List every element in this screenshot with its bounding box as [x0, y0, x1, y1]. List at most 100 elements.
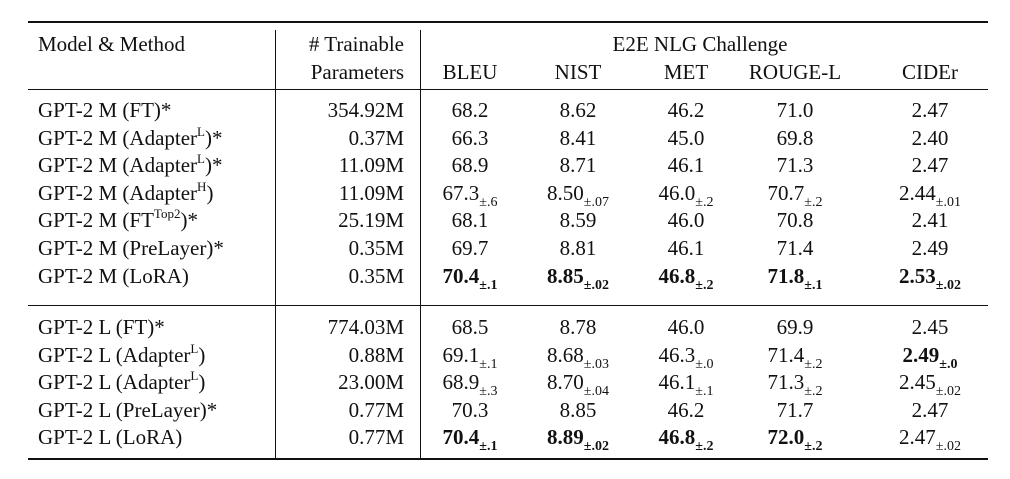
model-tail: )*	[205, 153, 223, 178]
metric-cell: 8.50±.07	[547, 181, 609, 210]
metric-std: ±.2	[695, 277, 714, 293]
metric-cell: 70.4±.1	[443, 425, 498, 454]
metric-value: 72.0	[767, 425, 805, 450]
model-text: GPT-2 M (LoRA)	[38, 263, 189, 288]
metric-cell: 2.47±.02	[899, 425, 961, 454]
metric-std: ±.6	[479, 194, 498, 210]
metric-value: 8.41	[559, 125, 597, 150]
metric-std: ±.02	[583, 277, 609, 293]
metric-cell: 45.0	[668, 126, 705, 150]
metric-cell: 2.40	[912, 126, 949, 150]
metric-cell: 71.4±.2	[768, 343, 823, 372]
model-tail: )*	[180, 208, 198, 233]
metric-cell: 66.3	[452, 126, 489, 150]
metric-std: ±.0	[695, 356, 714, 372]
metric-cell: 71.3±.2	[768, 370, 823, 399]
params: 0.88M	[348, 342, 404, 367]
metric-std: ±.2	[695, 194, 714, 210]
metric-cell: 8.59	[560, 208, 597, 232]
metric-cell: 69.9	[777, 315, 814, 339]
metric-cell: 2.41	[912, 208, 949, 232]
header-metric: NIST	[554, 60, 602, 84]
metric-value: 2.49	[911, 236, 949, 260]
model-text: GPT-2 M (PreLayer)*	[38, 236, 224, 260]
metric-value: 67.3	[442, 180, 480, 205]
metric-cell: 8.81	[560, 236, 597, 260]
metric-value: 8.85	[559, 397, 597, 422]
metric-cell: 46.0	[668, 208, 705, 232]
metric-std: ±.2	[804, 384, 823, 400]
model-name: GPT-2 M (FTTop2)*	[38, 206, 198, 233]
metric-cell: 8.78	[560, 315, 597, 339]
params: 11.09M	[338, 153, 404, 178]
metric-cell: 2.47	[912, 153, 949, 177]
model-tail: )	[206, 180, 214, 205]
metric-value: 68.1	[451, 208, 489, 233]
metric-std: ±.1	[804, 277, 823, 293]
metric-cell: 69.8	[777, 126, 814, 150]
metric-cell: 46.8±.2	[658, 425, 714, 454]
metric-cell: 2.49±.0	[903, 343, 958, 372]
metric-value: 46.1	[667, 153, 705, 178]
params: 0.77M	[348, 425, 404, 450]
params: 0.37M	[348, 125, 404, 150]
metric-std: ±.02	[935, 439, 961, 455]
metric-std: ±.1	[479, 356, 498, 372]
metric-value: 46.8	[658, 425, 696, 450]
metric-cell: 71.7	[777, 398, 814, 422]
metric-cell: 46.1	[668, 236, 705, 260]
metric-value: 46.2	[667, 98, 705, 122]
metric-value: 46.0	[667, 315, 705, 339]
metric-cell: 68.2	[452, 98, 489, 122]
header-group: E2E NLG Challenge	[612, 32, 788, 56]
metric-value: 46.1	[667, 236, 705, 260]
model-name: GPT-2 M (AdapterH)	[38, 180, 214, 205]
model-text: GPT-2 L (Adapter	[38, 342, 191, 367]
metric-value: 2.47	[899, 425, 936, 450]
metric-cell: 71.4	[777, 236, 814, 260]
header-metric: BLEU	[442, 60, 498, 84]
model-text: GPT-2 M (Adapter	[38, 125, 198, 150]
metric-std: ±.1	[479, 439, 498, 455]
metric-value: 70.8	[776, 208, 814, 233]
params: 23.00M	[338, 370, 404, 395]
metric-value: 71.3	[776, 153, 814, 178]
column-divider	[420, 30, 421, 458]
metric-cell: 70.7±.2	[768, 181, 823, 210]
metric-value: 8.59	[559, 208, 597, 233]
params: 0.35M	[348, 263, 404, 288]
metric-cell: 2.44±.01	[899, 181, 961, 210]
metric-cell: 8.70±.04	[547, 370, 609, 399]
metric-value: 8.78	[559, 315, 597, 339]
metric-cell: 68.1	[452, 208, 489, 232]
model-name: GPT-2 L (AdapterL)	[38, 368, 205, 394]
model-sup: L	[190, 368, 199, 384]
metric-std: ±.1	[479, 277, 498, 293]
model-text: GPT-2 M (FT	[38, 208, 154, 233]
header-rule	[28, 89, 988, 90]
metric-cell: 8.85	[560, 398, 597, 422]
metric-value: 70.4	[442, 263, 480, 288]
metric-value: 71.0	[776, 98, 814, 122]
metric-value: 71.4	[776, 236, 814, 260]
metric-std: ±.0	[939, 356, 958, 372]
metric-cell: 67.3±.6	[442, 180, 498, 210]
metric-std: ±.03	[583, 356, 609, 372]
model-tail: )*	[205, 125, 223, 150]
metric-value: 2.53	[899, 263, 936, 288]
metric-value: 2.45	[911, 315, 949, 339]
metric-cell: 46.0	[668, 315, 705, 339]
params: 774.03M	[327, 315, 404, 339]
metric-cell: 46.1±.1	[659, 370, 714, 399]
metric-value: 46.2	[667, 397, 705, 422]
top-rule	[28, 21, 988, 23]
model-name: GPT-2 M (LoRA)	[38, 264, 189, 288]
metric-cell: 46.3±.0	[659, 343, 714, 372]
metric-value: 8.71	[559, 153, 597, 178]
model-sup: Top2	[153, 206, 181, 222]
metric-cell: 2.53±.02	[899, 263, 961, 293]
metric-cell: 46.2	[668, 398, 705, 422]
params: 354.92M	[327, 98, 404, 122]
metric-cell: 70.8	[777, 208, 814, 232]
